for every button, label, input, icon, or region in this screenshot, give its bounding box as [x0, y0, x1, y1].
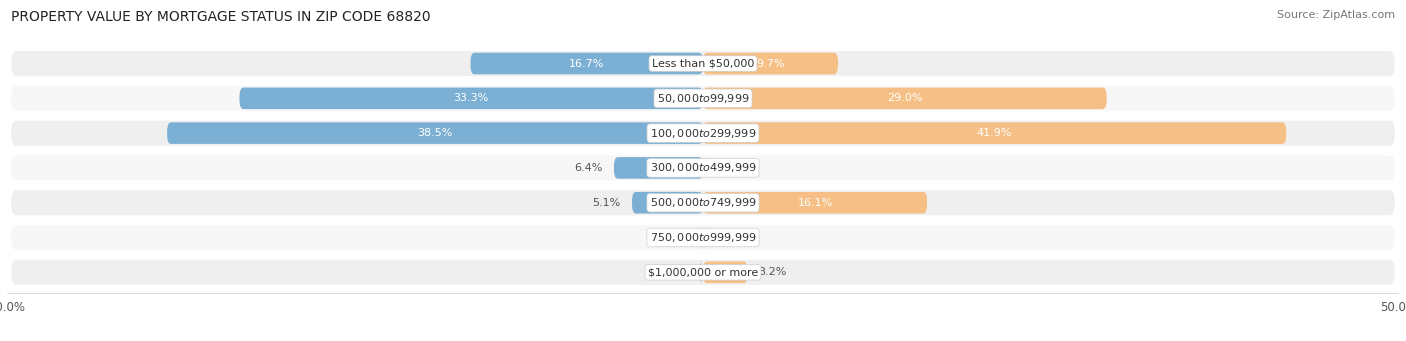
- FancyBboxPatch shape: [11, 121, 1395, 146]
- Text: $50,000 to $99,999: $50,000 to $99,999: [657, 92, 749, 105]
- Text: 16.1%: 16.1%: [797, 198, 832, 208]
- FancyBboxPatch shape: [633, 192, 703, 213]
- FancyBboxPatch shape: [703, 53, 838, 74]
- Text: 0.0%: 0.0%: [718, 163, 747, 173]
- Text: 9.7%: 9.7%: [756, 59, 785, 69]
- Legend: Without Mortgage, With Mortgage: Without Mortgage, With Mortgage: [575, 340, 831, 341]
- FancyBboxPatch shape: [471, 53, 703, 74]
- Text: 33.3%: 33.3%: [454, 93, 489, 103]
- Text: 5.1%: 5.1%: [592, 198, 621, 208]
- FancyBboxPatch shape: [11, 190, 1395, 215]
- Text: 0.0%: 0.0%: [659, 267, 688, 277]
- Text: $1,000,000 or more: $1,000,000 or more: [648, 267, 758, 277]
- FancyBboxPatch shape: [11, 51, 1395, 76]
- FancyBboxPatch shape: [703, 88, 1107, 109]
- Text: Source: ZipAtlas.com: Source: ZipAtlas.com: [1277, 10, 1395, 20]
- FancyBboxPatch shape: [11, 155, 1395, 180]
- FancyBboxPatch shape: [11, 260, 1395, 285]
- Text: 3.2%: 3.2%: [759, 267, 787, 277]
- FancyBboxPatch shape: [11, 86, 1395, 111]
- FancyBboxPatch shape: [703, 192, 927, 213]
- FancyBboxPatch shape: [703, 227, 707, 248]
- Text: 6.4%: 6.4%: [575, 163, 603, 173]
- FancyBboxPatch shape: [699, 262, 703, 283]
- FancyBboxPatch shape: [11, 225, 1395, 250]
- FancyBboxPatch shape: [614, 157, 703, 179]
- FancyBboxPatch shape: [699, 227, 703, 248]
- Text: 16.7%: 16.7%: [569, 59, 605, 69]
- FancyBboxPatch shape: [703, 157, 707, 179]
- FancyBboxPatch shape: [167, 122, 703, 144]
- Text: $500,000 to $749,999: $500,000 to $749,999: [650, 196, 756, 209]
- FancyBboxPatch shape: [703, 122, 1286, 144]
- Text: $750,000 to $999,999: $750,000 to $999,999: [650, 231, 756, 244]
- Text: $300,000 to $499,999: $300,000 to $499,999: [650, 161, 756, 175]
- FancyBboxPatch shape: [239, 88, 703, 109]
- FancyBboxPatch shape: [703, 262, 748, 283]
- Text: PROPERTY VALUE BY MORTGAGE STATUS IN ZIP CODE 68820: PROPERTY VALUE BY MORTGAGE STATUS IN ZIP…: [11, 10, 430, 24]
- Text: 29.0%: 29.0%: [887, 93, 922, 103]
- Text: 0.0%: 0.0%: [718, 233, 747, 242]
- Text: 38.5%: 38.5%: [418, 128, 453, 138]
- Text: 0.0%: 0.0%: [659, 233, 688, 242]
- Text: 41.9%: 41.9%: [977, 128, 1012, 138]
- Text: $100,000 to $299,999: $100,000 to $299,999: [650, 127, 756, 139]
- Text: Less than $50,000: Less than $50,000: [652, 59, 754, 69]
